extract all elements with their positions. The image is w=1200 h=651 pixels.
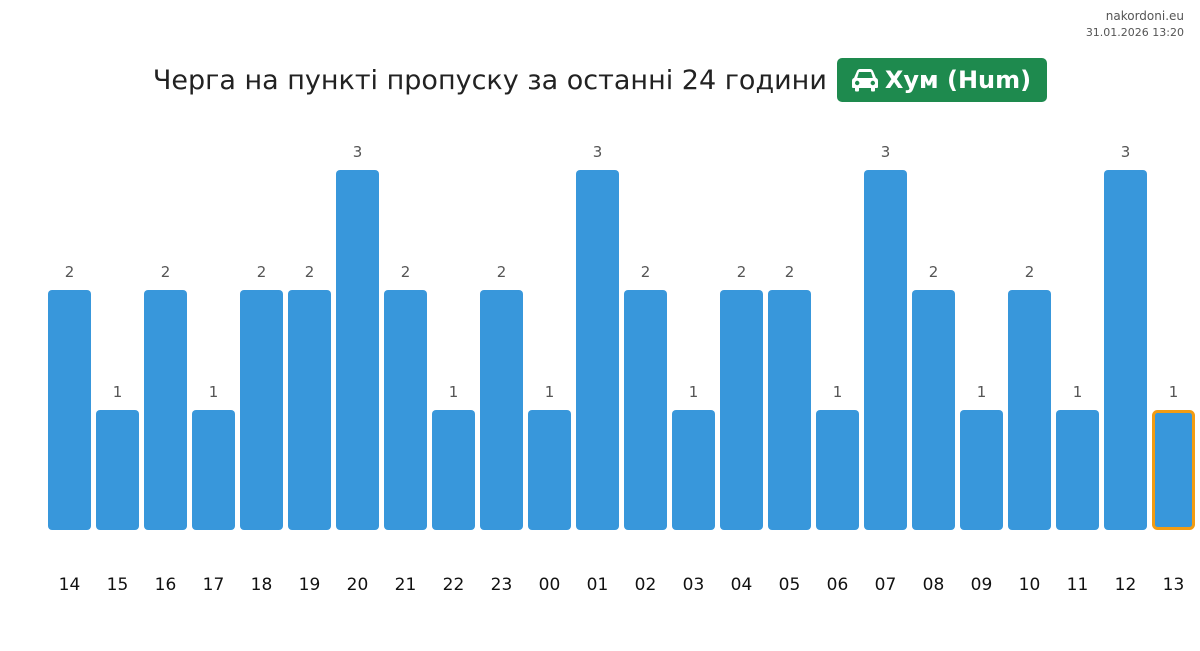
bar-03 <box>672 410 715 530</box>
value-label-13: 1 <box>1169 383 1179 401</box>
car-icon <box>851 69 878 92</box>
x-tick-label-05: 05 <box>779 575 801 595</box>
bar-12 <box>1104 170 1147 530</box>
source-info: nakordoni.eu 31.01.2026 13:20 <box>1086 9 1184 40</box>
bar-01 <box>576 170 619 530</box>
x-tick-label-21: 21 <box>395 575 417 595</box>
x-tick-label-15: 15 <box>107 575 129 595</box>
x-tick-label-09: 09 <box>971 575 993 595</box>
value-label-02: 2 <box>641 263 651 281</box>
x-tick-label-11: 11 <box>1067 575 1089 595</box>
bar-14 <box>48 290 91 530</box>
value-label-09: 1 <box>977 383 987 401</box>
bar-00 <box>528 410 571 530</box>
value-label-20: 3 <box>353 143 363 161</box>
bar-15 <box>96 410 139 530</box>
bar-19 <box>288 290 331 530</box>
value-label-16: 2 <box>161 263 171 281</box>
x-tick-label-17: 17 <box>203 575 225 595</box>
value-label-18: 2 <box>257 263 267 281</box>
bar-20 <box>336 170 379 530</box>
value-label-17: 1 <box>209 383 219 401</box>
value-label-19: 2 <box>305 263 315 281</box>
value-label-01: 3 <box>593 143 603 161</box>
x-tick-label-12: 12 <box>1115 575 1137 595</box>
value-label-03: 1 <box>689 383 699 401</box>
x-tick-label-20: 20 <box>347 575 369 595</box>
bar-06 <box>816 410 859 530</box>
value-label-23: 2 <box>497 263 507 281</box>
x-tick-label-08: 08 <box>923 575 945 595</box>
source-site: nakordoni.eu <box>1105 9 1184 23</box>
bar-11 <box>1056 410 1099 530</box>
x-tick-label-07: 07 <box>875 575 897 595</box>
bar-18 <box>240 290 283 530</box>
value-label-22: 1 <box>449 383 459 401</box>
value-label-08: 2 <box>929 263 939 281</box>
value-label-05: 2 <box>785 263 795 281</box>
bar-02 <box>624 290 667 530</box>
bar-09 <box>960 410 1003 530</box>
bar-04 <box>720 290 763 530</box>
checkpoint-badge: Хум (Hum) <box>836 58 1048 102</box>
x-tick-label-10: 10 <box>1019 575 1041 595</box>
x-tick-label-02: 02 <box>635 575 657 595</box>
value-label-00: 1 <box>545 383 555 401</box>
bar-08 <box>912 290 955 530</box>
x-tick-label-18: 18 <box>251 575 273 595</box>
x-tick-label-13: 13 <box>1163 575 1185 595</box>
value-label-21: 2 <box>401 263 411 281</box>
value-label-10: 2 <box>1025 263 1035 281</box>
x-tick-label-01: 01 <box>587 575 609 595</box>
bar-17 <box>192 410 235 530</box>
value-label-12: 3 <box>1121 143 1131 161</box>
source-datetime: 31.01.2026 13:20 <box>1085 26 1184 39</box>
value-label-11: 1 <box>1073 383 1083 401</box>
x-tick-label-04: 04 <box>731 575 753 595</box>
bar-13 <box>1152 410 1195 530</box>
x-tick-label-16: 16 <box>155 575 177 595</box>
x-tick-label-03: 03 <box>683 575 705 595</box>
bar-21 <box>384 290 427 530</box>
x-tick-label-19: 19 <box>299 575 321 595</box>
bar-22 <box>432 410 475 530</box>
bar-16 <box>144 290 187 530</box>
x-tick-label-22: 22 <box>443 575 465 595</box>
bar-23 <box>480 290 523 530</box>
value-label-04: 2 <box>737 263 747 281</box>
bar-07 <box>864 170 907 530</box>
bar-10 <box>1008 290 1051 530</box>
x-tick-label-06: 06 <box>827 575 849 595</box>
value-label-15: 1 <box>113 383 123 401</box>
value-label-07: 3 <box>881 143 891 161</box>
page-title: Черга на пункті пропуску за останні 24 г… <box>152 64 827 96</box>
value-label-06: 1 <box>833 383 843 401</box>
checkpoint-name: Хум (Hum) <box>884 66 1032 94</box>
value-label-14: 2 <box>65 263 75 281</box>
title-row: Черга на пункті пропуску за останні 24 г… <box>0 58 1200 102</box>
x-tick-label-23: 23 <box>491 575 513 595</box>
x-tick-label-14: 14 <box>59 575 81 595</box>
bar-05 <box>768 290 811 530</box>
x-tick-label-00: 00 <box>539 575 561 595</box>
